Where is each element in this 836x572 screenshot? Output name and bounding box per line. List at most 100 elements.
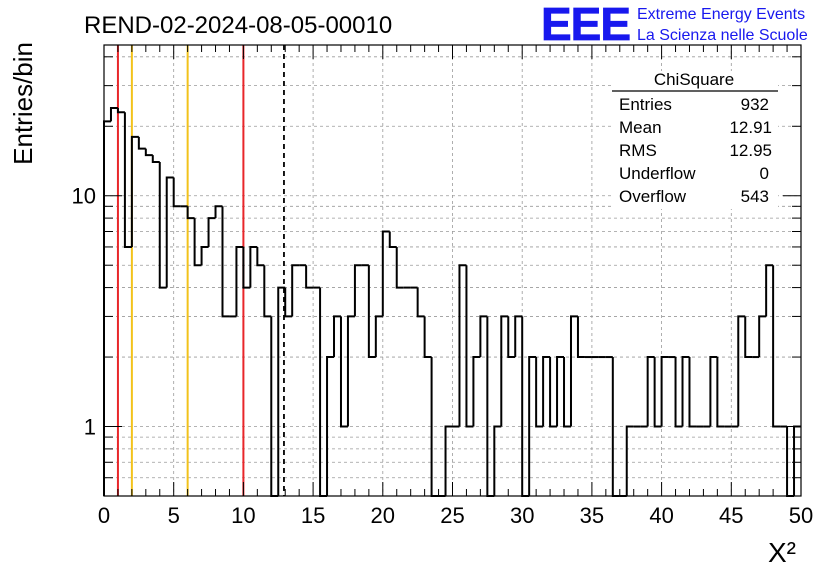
histogram-bin <box>207 217 216 247</box>
y-tick-label: 1 <box>84 415 96 440</box>
x-axis-label: X² <box>768 537 796 568</box>
histogram-bin <box>716 357 725 428</box>
x-tick-label: 35 <box>580 503 604 528</box>
histogram-bin <box>200 245 209 266</box>
stats-box-title: ChiSquare <box>654 70 734 89</box>
histogram-bin <box>388 231 397 248</box>
histogram-bin <box>144 148 153 157</box>
histogram-bin <box>549 357 558 428</box>
histogram-bin <box>709 356 718 427</box>
eee-logo-line1: Extreme Energy Events <box>637 6 805 23</box>
histogram-bin <box>346 315 355 427</box>
histogram-bin <box>660 356 669 427</box>
histogram-bin <box>284 287 293 318</box>
histogram-bin <box>416 287 425 318</box>
histogram-bin <box>221 206 230 318</box>
histogram-bin <box>165 176 174 288</box>
histogram-bin <box>507 316 516 359</box>
histogram-bin <box>319 287 328 497</box>
stats-value-mean: 12.91 <box>729 118 772 137</box>
eee-logo-text: EEE <box>541 0 630 50</box>
chart-title: REND-02-2024-08-05-00010 <box>84 12 392 39</box>
histogram-bin <box>130 135 139 247</box>
histogram-bin <box>758 315 767 358</box>
histogram-bin <box>123 112 132 248</box>
histogram-bin <box>514 315 523 358</box>
stats-label-mean: Mean <box>619 118 662 137</box>
histogram-bin <box>193 218 202 267</box>
y-axis-label: Entries/bin <box>8 42 38 165</box>
histogram-bin <box>521 316 530 497</box>
histogram-bin <box>151 155 160 164</box>
histogram-bin <box>339 316 348 428</box>
reference-lines <box>116 45 285 496</box>
histogram-bin <box>576 316 585 359</box>
histogram-bin <box>333 315 341 358</box>
eee-logo-line2: La Scienza nelle Scuole <box>637 27 808 44</box>
x-tick-label: 20 <box>371 503 395 528</box>
histogram-bin <box>500 315 509 427</box>
histogram-bin <box>528 356 537 496</box>
x-tick-label: 45 <box>719 503 743 528</box>
histogram-bin <box>395 246 404 289</box>
stats-value-underflow: 0 <box>760 164 769 183</box>
stats-label-overflow: Overflow <box>619 187 687 206</box>
histogram-bin <box>653 357 662 428</box>
stats-label-entries: Entries <box>619 95 672 114</box>
histogram-bin <box>556 356 565 427</box>
plot-frame <box>103 44 802 497</box>
histogram-bin <box>235 245 244 317</box>
histogram-bin <box>688 357 697 428</box>
histogram-bin <box>381 230 390 317</box>
x-tick-label: 10 <box>231 503 255 528</box>
histogram-bin <box>493 425 502 496</box>
y-tick-label: 10 <box>72 184 96 209</box>
stats-box: ChiSquare Entries 932 Mean 12.91 RMS 12.… <box>612 70 778 209</box>
x-tick-label: 5 <box>168 503 180 528</box>
stats-label-rms: RMS <box>619 141 657 160</box>
histogram-bin <box>486 316 495 497</box>
stats-value-rms: 12.95 <box>729 141 772 160</box>
tick-labels: 0 5 10 15 20 25 30 35 40 45 50 1 10 <box>72 184 814 528</box>
histogram-bin <box>242 246 251 289</box>
histogram-bin <box>423 316 432 359</box>
histogram-bin <box>465 265 474 428</box>
histogram-bin <box>277 286 286 496</box>
histogram-bin <box>158 162 167 289</box>
histogram-bin <box>353 264 362 317</box>
histogram-bin <box>569 315 578 427</box>
histogram-bin <box>326 356 335 496</box>
histogram-bin <box>116 108 125 114</box>
histogram-bin <box>479 315 488 358</box>
histogram-bin <box>374 315 383 358</box>
histogram-bin <box>737 315 746 427</box>
histogram-bin <box>214 205 223 219</box>
x-tick-label: 40 <box>649 503 673 528</box>
histogram-bin <box>765 264 774 317</box>
histogram-bin <box>458 264 467 427</box>
histogram-bin <box>542 356 551 427</box>
axis-ticks <box>103 45 802 496</box>
histogram-bin <box>103 120 111 496</box>
histogram-bin <box>772 265 781 428</box>
histogram-bin <box>674 357 683 428</box>
histogram-bin <box>109 107 118 122</box>
histogram-bin <box>744 316 753 359</box>
histogram-bin <box>249 245 258 288</box>
x-tick-label: 25 <box>440 503 464 528</box>
histogram-bin <box>625 425 634 496</box>
histogram-bin <box>367 265 376 359</box>
eee-logo: EEE Extreme Energy Events La Scienza nel… <box>541 0 808 50</box>
histogram-bin <box>305 265 314 289</box>
x-tick-label: 15 <box>301 503 325 528</box>
histogram-bin <box>263 265 272 318</box>
x-tick-label: 30 <box>510 503 534 528</box>
histogram-bin <box>256 246 265 267</box>
histogram-bin <box>137 136 146 150</box>
histogram-bin <box>563 357 571 428</box>
histogram-bin <box>270 316 279 497</box>
stats-label-underflow: Underflow <box>619 164 696 183</box>
histogram-bin <box>681 356 690 427</box>
histogram-bin <box>535 357 544 428</box>
